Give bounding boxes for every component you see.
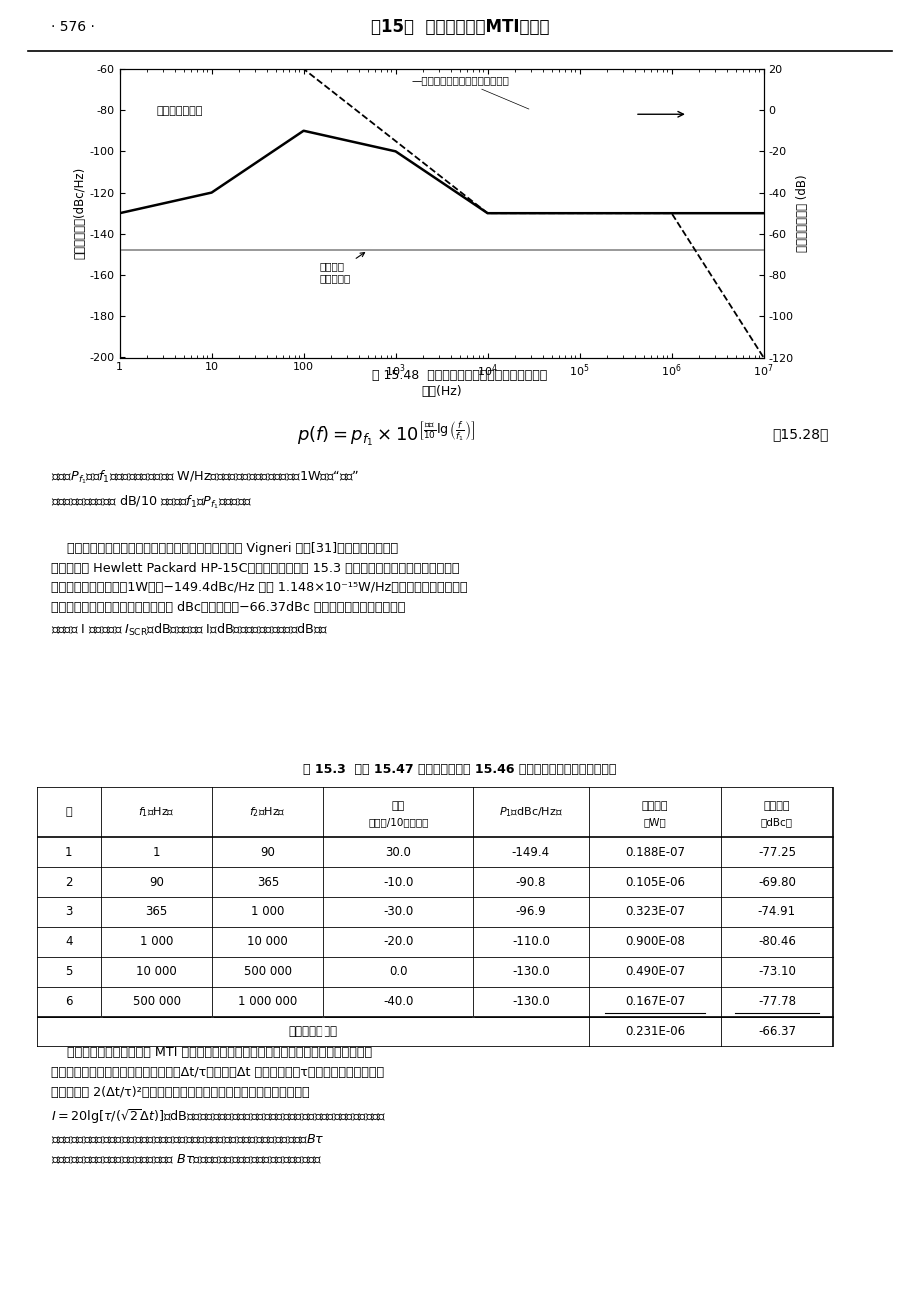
Text: 1 000: 1 000 bbox=[251, 905, 284, 918]
Text: 2: 2 bbox=[65, 876, 73, 889]
Text: 积分功率: 积分功率 bbox=[641, 801, 667, 811]
Text: —振荡器噪声的组合系统响应修正: —振荡器噪声的组合系统响应修正 bbox=[412, 75, 528, 109]
Text: -110.0: -110.0 bbox=[511, 936, 550, 949]
Text: -66.37: -66.37 bbox=[757, 1024, 795, 1037]
Text: 5: 5 bbox=[65, 965, 73, 978]
Text: 1 000: 1 000 bbox=[140, 936, 173, 949]
Text: $f_2$（Hz）: $f_2$（Hz） bbox=[249, 805, 286, 819]
Text: 表 15.3  用图 15.47 进行校正的如图 15.46 所示的相位噪声谱密度积分值: 表 15.3 用图 15.47 进行校正的如图 15.46 所示的相位噪声谱密度… bbox=[303, 763, 616, 776]
Text: $f_1$（Hz）: $f_1$（Hz） bbox=[138, 805, 175, 819]
Text: -130.0: -130.0 bbox=[512, 965, 550, 978]
Text: 10 000: 10 000 bbox=[247, 936, 288, 949]
Text: 30.0: 30.0 bbox=[385, 845, 411, 858]
Text: -30.0: -30.0 bbox=[382, 905, 413, 918]
Text: 积分功率: 积分功率 bbox=[763, 801, 789, 811]
Text: 0.167E-07: 0.167E-07 bbox=[624, 996, 685, 1009]
Text: -74.91: -74.91 bbox=[757, 905, 795, 918]
Text: 500 000: 500 000 bbox=[244, 965, 291, 978]
Text: -96.9: -96.9 bbox=[515, 905, 546, 918]
Text: 10 000: 10 000 bbox=[136, 965, 176, 978]
Text: 有效振荡器噪声: 有效振荡器噪声 bbox=[156, 107, 202, 116]
Text: $P_1$（dBc/Hz）: $P_1$（dBc/Hz） bbox=[498, 805, 562, 819]
Text: 图 15.48  组合修正和修正后的相位噪声谱密度: 图 15.48 组合修正和修正后的相位噪声谱密度 bbox=[372, 369, 547, 382]
Text: 1: 1 bbox=[153, 845, 160, 858]
Text: 式中，$P_{f_1}$为在$f_1$的功率谱密度，单位是 W/Hz（为方便起见，载波功率假设为1W）；“斜率”
为该段的斜率，单位是 dB/10 倍频程；$f: 式中，$P_{f_1}$为在$f_1$的功率谱密度，单位是 W/Hz（为方便起见… bbox=[51, 468, 358, 511]
Text: 1 000 000: 1 000 000 bbox=[238, 996, 297, 1009]
Text: 总积分噪声功率: 总积分噪声功率 bbox=[288, 1024, 337, 1037]
Text: 365: 365 bbox=[145, 905, 167, 918]
Text: 4: 4 bbox=[65, 936, 73, 949]
Text: -69.80: -69.80 bbox=[757, 876, 795, 889]
Text: 段: 段 bbox=[65, 807, 72, 816]
Text: 0.105E-06: 0.105E-06 bbox=[624, 876, 685, 889]
Text: 修正后的
振荡器噪声: 修正后的 振荡器噪声 bbox=[320, 252, 364, 283]
Text: -130.0: -130.0 bbox=[512, 996, 550, 1009]
Text: 第15章  动目标显示（MTI）雷达: 第15章 动目标显示（MTI）雷达 bbox=[370, 18, 549, 36]
Text: 0.490E-07: 0.490E-07 bbox=[624, 965, 685, 978]
Text: 1: 1 bbox=[65, 845, 73, 858]
Text: -77.25: -77.25 bbox=[757, 845, 795, 858]
X-axis label: 频率(Hz): 频率(Hz) bbox=[421, 385, 461, 398]
Text: 365: 365 bbox=[256, 876, 278, 889]
Text: · 576 ·: · 576 · bbox=[51, 21, 95, 34]
Text: 3: 3 bbox=[65, 905, 73, 918]
Text: 90: 90 bbox=[149, 876, 164, 889]
Y-axis label: 相位噪声修正值 (dB): 相位噪声修正值 (dB) bbox=[796, 174, 809, 252]
Text: 发射脉冲的时间抖动会使 MTI 系统的性能变坏。时间抖动会使脉冲的前沿及后沿对消失
败，而每一个未被对消的部分的幅度为Δt/τ。这里，Δt 为抖动时间；τ为发射: 发射脉冲的时间抖动会使 MTI 系统的性能变坏。时间抖动会使脉冲的前沿及后沿对消… bbox=[51, 1046, 386, 1166]
Text: -10.0: -10.0 bbox=[382, 876, 413, 889]
Text: （dBc）: （dBc） bbox=[760, 816, 792, 827]
Text: -73.10: -73.10 bbox=[757, 965, 795, 978]
Text: 6: 6 bbox=[65, 996, 73, 1009]
Text: -80.46: -80.46 bbox=[757, 936, 795, 949]
Text: 90: 90 bbox=[260, 845, 275, 858]
Text: 500 000: 500 000 bbox=[132, 996, 180, 1009]
Text: （15.28）: （15.28） bbox=[771, 428, 828, 441]
Text: -77.78: -77.78 bbox=[757, 996, 795, 1009]
Text: 0.188E-07: 0.188E-07 bbox=[624, 845, 685, 858]
Text: 0.900E-08: 0.900E-08 bbox=[624, 936, 684, 949]
Text: 0.231E-06: 0.231E-06 bbox=[624, 1024, 685, 1037]
Text: $p(f) = p_{f_1} \times 10^{\left[{\frac{\mathrm{斜率}}{10}} \lg\left(\frac{f}{f_1}: $p(f) = p_{f_1} \times 10^{\left[{\frac{… bbox=[297, 420, 475, 448]
Text: （分贝/10倍频程）: （分贝/10倍频程） bbox=[368, 816, 428, 827]
Text: 对于具有恒定斜率的的每段频谱而言，该方程可以用 Vigneri 方法[31]或用带积分功能的
计算器（如 Hewlett Packard HP-15C）求积分运: 对于具有恒定斜率的的每段频谱而言，该方程可以用 Vigneri 方法[31]或用… bbox=[51, 542, 467, 637]
Y-axis label: 频谱相位噪声(dBc/Hz): 频谱相位噪声(dBc/Hz) bbox=[74, 168, 86, 259]
Text: -90.8: -90.8 bbox=[516, 876, 546, 889]
Text: 0.0: 0.0 bbox=[389, 965, 407, 978]
Text: （W）: （W） bbox=[643, 816, 665, 827]
Text: -40.0: -40.0 bbox=[382, 996, 413, 1009]
Text: 0.323E-07: 0.323E-07 bbox=[624, 905, 685, 918]
Text: -149.4: -149.4 bbox=[511, 845, 550, 858]
Text: 斜率: 斜率 bbox=[391, 801, 404, 811]
Text: -20.0: -20.0 bbox=[382, 936, 413, 949]
